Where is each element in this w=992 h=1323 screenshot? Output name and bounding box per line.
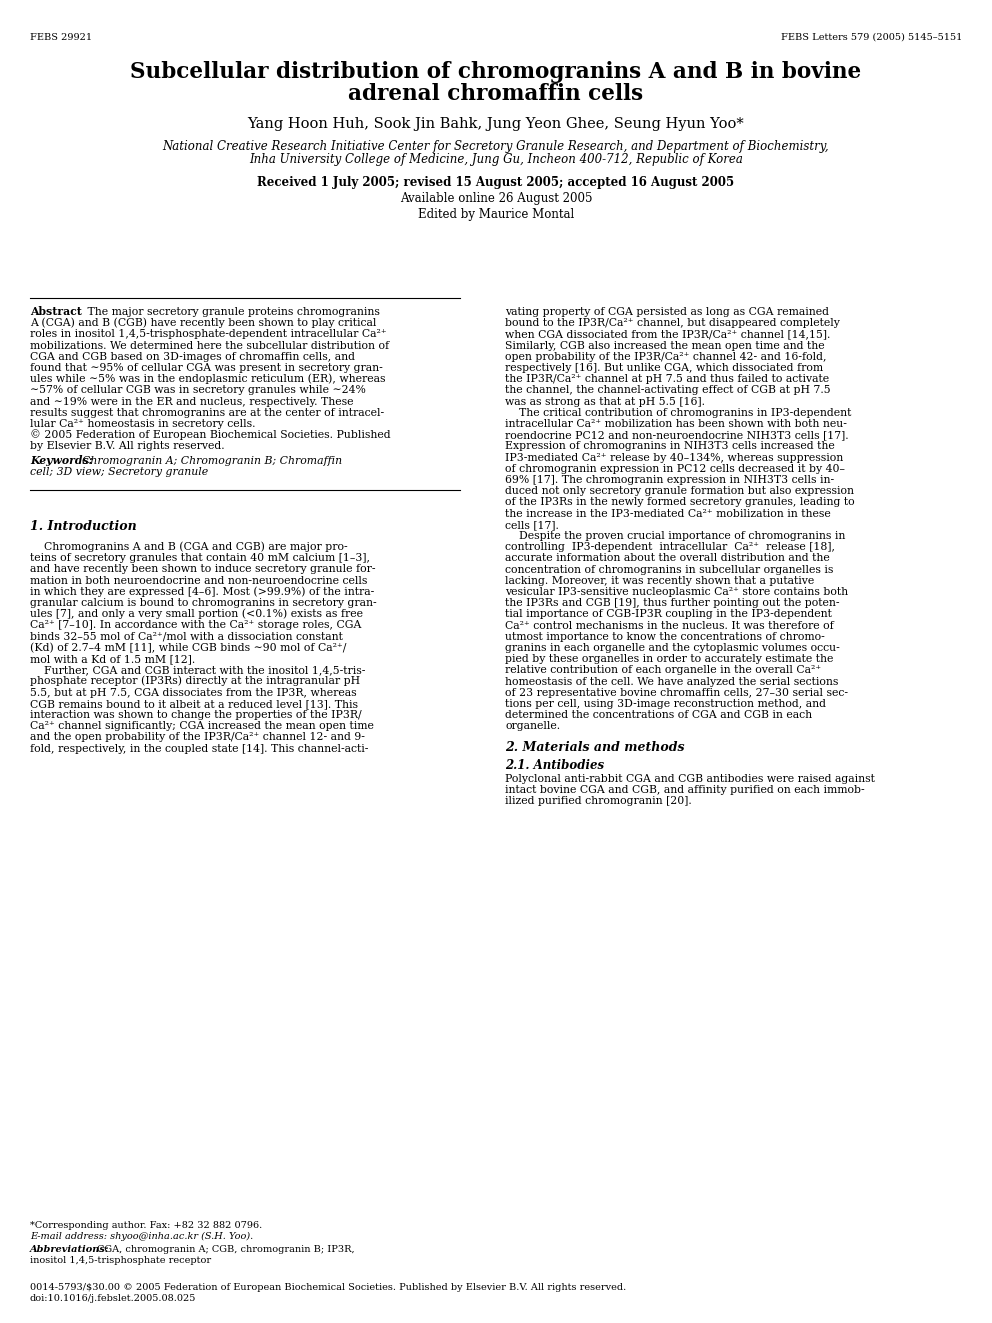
Text: ules while ∼5% was in the endoplasmic reticulum (ER), whereas: ules while ∼5% was in the endoplasmic re…: [30, 373, 386, 384]
Text: intracellular Ca²⁺ mobilization has been shown with both neu-: intracellular Ca²⁺ mobilization has been…: [505, 419, 847, 429]
Text: Ca²⁺ control mechanisms in the nucleus. It was therefore of: Ca²⁺ control mechanisms in the nucleus. …: [505, 620, 833, 631]
Text: organelle.: organelle.: [505, 721, 560, 732]
Text: Received 1 July 2005; revised 15 August 2005; accepted 16 August 2005: Received 1 July 2005; revised 15 August …: [258, 176, 734, 189]
Text: tions per cell, using 3D-image reconstruction method, and: tions per cell, using 3D-image reconstru…: [505, 699, 826, 709]
Text: ∼57% of cellular CGB was in secretory granules while ∼24%: ∼57% of cellular CGB was in secretory gr…: [30, 385, 366, 396]
Text: roendocrine PC12 and non-neuroendocrine NIH3T3 cells [17].: roendocrine PC12 and non-neuroendocrine …: [505, 430, 848, 441]
Text: Similarly, CGB also increased the mean open time and the: Similarly, CGB also increased the mean o…: [505, 340, 824, 351]
Text: CGA and CGB based on 3D-images of chromaffin cells, and: CGA and CGB based on 3D-images of chroma…: [30, 352, 355, 361]
Text: of chromogranin expression in PC12 cells decreased it by 40–: of chromogranin expression in PC12 cells…: [505, 464, 845, 474]
Text: the IP3R/Ca²⁺ channel at pH 7.5 and thus failed to activate: the IP3R/Ca²⁺ channel at pH 7.5 and thus…: [505, 374, 829, 384]
Text: CGA, chromogranin A; CGB, chromogranin B; IP3R,: CGA, chromogranin A; CGB, chromogranin B…: [97, 1245, 354, 1254]
Text: intact bovine CGA and CGB, and affinity purified on each immob-: intact bovine CGA and CGB, and affinity …: [505, 785, 865, 795]
Text: lular Ca²⁺ homeostasis in secretory cells.: lular Ca²⁺ homeostasis in secretory cell…: [30, 419, 256, 429]
Text: utmost importance to know the concentrations of chromo-: utmost importance to know the concentrat…: [505, 632, 824, 642]
Text: The major secretory granule proteins chromogranins: The major secretory granule proteins chr…: [77, 307, 380, 318]
Text: 1. Introduction: 1. Introduction: [30, 520, 137, 533]
Text: Expression of chromogranins in NIH3T3 cells increased the: Expression of chromogranins in NIH3T3 ce…: [505, 442, 834, 451]
Text: results suggest that chromogranins are at the center of intracel-: results suggest that chromogranins are a…: [30, 407, 384, 418]
Text: tial importance of CGB-IP3R coupling in the IP3-dependent: tial importance of CGB-IP3R coupling in …: [505, 610, 832, 619]
Text: and have recently been shown to induce secretory granule for-: and have recently been shown to induce s…: [30, 565, 376, 574]
Text: interaction was shown to change the properties of the IP3R/: interaction was shown to change the prop…: [30, 710, 362, 720]
Text: *Corresponding author. Fax: +82 32 882 0796.: *Corresponding author. Fax: +82 32 882 0…: [30, 1221, 262, 1230]
Text: respectively [16]. But unlike CGA, which dissociated from: respectively [16]. But unlike CGA, which…: [505, 363, 823, 373]
Text: by Elsevier B.V. All rights reserved.: by Elsevier B.V. All rights reserved.: [30, 442, 224, 451]
Text: when CGA dissociated from the IP3R/Ca²⁺ channel [14,15].: when CGA dissociated from the IP3R/Ca²⁺ …: [505, 329, 830, 340]
Text: CGB remains bound to it albeit at a reduced level [13]. This: CGB remains bound to it albeit at a redu…: [30, 699, 358, 709]
Text: adrenal chromaffin cells: adrenal chromaffin cells: [348, 83, 644, 105]
Text: © 2005 Federation of European Biochemical Societies. Published: © 2005 Federation of European Biochemica…: [30, 430, 391, 441]
Text: vesicular IP3-sensitive nucleoplasmic Ca²⁺ store contains both: vesicular IP3-sensitive nucleoplasmic Ca…: [505, 587, 848, 597]
Text: of 23 representative bovine chromaffin cells, 27–30 serial sec-: of 23 representative bovine chromaffin c…: [505, 688, 848, 697]
Text: Ca²⁺ [7–10]. In accordance with the Ca²⁺ storage roles, CGA: Ca²⁺ [7–10]. In accordance with the Ca²⁺…: [30, 620, 361, 630]
Text: cells [17].: cells [17].: [505, 520, 558, 529]
Text: pied by these organelles in order to accurately estimate the: pied by these organelles in order to acc…: [505, 654, 833, 664]
Text: (Kd) of 2.7–4 mM [11], while CGB binds ∼90 mol of Ca²⁺/: (Kd) of 2.7–4 mM [11], while CGB binds ∼…: [30, 643, 346, 652]
Text: doi:10.1016/j.febslet.2005.08.025: doi:10.1016/j.febslet.2005.08.025: [30, 1294, 196, 1303]
Text: Edited by Maurice Montal: Edited by Maurice Montal: [418, 208, 574, 221]
Text: Chromogranin A; Chromogranin B; Chromaffin: Chromogranin A; Chromogranin B; Chromaff…: [82, 455, 342, 466]
Text: 2. Materials and methods: 2. Materials and methods: [505, 741, 684, 754]
Text: was as strong as that at pH 5.5 [16].: was as strong as that at pH 5.5 [16].: [505, 397, 705, 406]
Text: the channel, the channel-activating effect of CGB at pH 7.5: the channel, the channel-activating effe…: [505, 385, 830, 396]
Text: of the IP3Rs in the newly formed secretory granules, leading to: of the IP3Rs in the newly formed secreto…: [505, 497, 855, 508]
Text: granular calcium is bound to chromogranins in secretory gran-: granular calcium is bound to chromograni…: [30, 598, 377, 609]
Text: The critical contribution of chromogranins in IP3-dependent: The critical contribution of chromograni…: [505, 407, 851, 418]
Text: ilized purified chromogranin [20].: ilized purified chromogranin [20].: [505, 796, 691, 806]
Text: Yang Hoon Huh, Sook Jin Bahk, Jung Yeon Ghee, Seung Hyun Yoo*: Yang Hoon Huh, Sook Jin Bahk, Jung Yeon …: [248, 116, 744, 131]
Text: the increase in the IP3-mediated Ca²⁺ mobilization in these: the increase in the IP3-mediated Ca²⁺ mo…: [505, 508, 830, 519]
Text: granins in each organelle and the cytoplasmic volumes occu-: granins in each organelle and the cytopl…: [505, 643, 840, 654]
Text: and the open probability of the IP3R/Ca²⁺ channel 12- and 9-: and the open probability of the IP3R/Ca²…: [30, 733, 365, 742]
Text: concentration of chromogranins in subcellular organelles is: concentration of chromogranins in subcel…: [505, 565, 833, 574]
Text: FEBS 29921: FEBS 29921: [30, 33, 92, 42]
Text: 2.1. Antibodies: 2.1. Antibodies: [505, 758, 604, 771]
Text: relative contribution of each organelle in the overall Ca²⁺: relative contribution of each organelle …: [505, 665, 821, 676]
Text: mation in both neuroendocrine and non-neuroendocrine cells: mation in both neuroendocrine and non-ne…: [30, 576, 367, 586]
Text: Further, CGA and CGB interact with the inositol 1,4,5-tris-: Further, CGA and CGB interact with the i…: [30, 665, 365, 675]
Text: teins of secretory granules that contain 40 mM calcium [1–3],: teins of secretory granules that contain…: [30, 553, 370, 564]
Text: in which they are expressed [4–6]. Most (>99.9%) of the intra-: in which they are expressed [4–6]. Most …: [30, 586, 374, 597]
Text: mobilizations. We determined here the subcellular distribution of: mobilizations. We determined here the su…: [30, 340, 389, 351]
Text: Abstract: Abstract: [30, 306, 82, 318]
Text: Inha University College of Medicine, Jung Gu, Incheon 400-712, Republic of Korea: Inha University College of Medicine, Jun…: [249, 153, 743, 165]
Text: and ∼19% were in the ER and nucleus, respectively. These: and ∼19% were in the ER and nucleus, res…: [30, 397, 353, 406]
Text: fold, respectively, in the coupled state [14]. This channel-acti-: fold, respectively, in the coupled state…: [30, 744, 368, 754]
Text: lacking. Moreover, it was recently shown that a putative: lacking. Moreover, it was recently shown…: [505, 576, 814, 586]
Text: Polyclonal anti-rabbit CGA and CGB antibodies were raised against: Polyclonal anti-rabbit CGA and CGB antib…: [505, 774, 875, 783]
Text: vating property of CGA persisted as long as CGA remained: vating property of CGA persisted as long…: [505, 307, 829, 318]
Text: inositol 1,4,5-trisphosphate receptor: inositol 1,4,5-trisphosphate receptor: [30, 1256, 211, 1265]
Text: 0014-5793/$30.00 © 2005 Federation of European Biochemical Societies. Published : 0014-5793/$30.00 © 2005 Federation of Eu…: [30, 1283, 626, 1293]
Text: the IP3Rs and CGB [19], thus further pointing out the poten-: the IP3Rs and CGB [19], thus further poi…: [505, 598, 839, 609]
Text: Subcellular distribution of chromogranins A and B in bovine: Subcellular distribution of chromogranin…: [130, 61, 862, 83]
Text: binds 32–55 mol of Ca²⁺/mol with a dissociation constant: binds 32–55 mol of Ca²⁺/mol with a disso…: [30, 631, 343, 642]
Text: E-mail address: shyoo@inha.ac.kr (S.H. Yoo).: E-mail address: shyoo@inha.ac.kr (S.H. Y…: [30, 1232, 253, 1241]
Text: cell; 3D view; Secretory granule: cell; 3D view; Secretory granule: [30, 467, 208, 476]
Text: phosphate receptor (IP3Rs) directly at the intragranular pH: phosphate receptor (IP3Rs) directly at t…: [30, 676, 360, 687]
Text: Available online 26 August 2005: Available online 26 August 2005: [400, 192, 592, 205]
Text: Abbreviations:: Abbreviations:: [30, 1245, 109, 1254]
Text: A (CGA) and B (CGB) have recently been shown to play critical: A (CGA) and B (CGB) have recently been s…: [30, 318, 376, 328]
Text: roles in inositol 1,4,5-trisphosphate-dependent intracellular Ca²⁺: roles in inositol 1,4,5-trisphosphate-de…: [30, 329, 387, 340]
Text: duced not only secretory granule formation but also expression: duced not only secretory granule formati…: [505, 486, 854, 496]
Text: Despite the proven crucial importance of chromogranins in: Despite the proven crucial importance of…: [505, 531, 845, 541]
Text: accurate information about the overall distribution and the: accurate information about the overall d…: [505, 553, 829, 564]
Text: Keywords:: Keywords:: [30, 455, 92, 466]
Text: controlling  IP3-dependent  intracellular  Ca²⁺  release [18],: controlling IP3-dependent intracellular …: [505, 542, 835, 552]
Text: ules [7], and only a very small portion (<0.1%) exists as free: ules [7], and only a very small portion …: [30, 609, 363, 619]
Text: found that ∼95% of cellular CGA was present in secretory gran-: found that ∼95% of cellular CGA was pres…: [30, 363, 383, 373]
Text: open probability of the IP3R/Ca²⁺ channel 42- and 16-fold,: open probability of the IP3R/Ca²⁺ channe…: [505, 352, 826, 361]
Text: 69% [17]. The chromogranin expression in NIH3T3 cells in-: 69% [17]. The chromogranin expression in…: [505, 475, 834, 486]
Text: FEBS Letters 579 (2005) 5145–5151: FEBS Letters 579 (2005) 5145–5151: [781, 33, 962, 42]
Text: IP3-mediated Ca²⁺ release by 40–134%, whereas suppression: IP3-mediated Ca²⁺ release by 40–134%, wh…: [505, 452, 843, 463]
Text: determined the concentrations of CGA and CGB in each: determined the concentrations of CGA and…: [505, 710, 812, 720]
Text: bound to the IP3R/Ca²⁺ channel, but disappeared completely: bound to the IP3R/Ca²⁺ channel, but disa…: [505, 319, 840, 328]
Text: 5.5, but at pH 7.5, CGA dissociates from the IP3R, whereas: 5.5, but at pH 7.5, CGA dissociates from…: [30, 688, 357, 697]
Text: Chromogranins A and B (CGA and CGB) are major pro-: Chromogranins A and B (CGA and CGB) are …: [30, 541, 347, 552]
Text: Ca²⁺ channel significantly; CGA increased the mean open time: Ca²⁺ channel significantly; CGA increase…: [30, 721, 374, 732]
Text: mol with a Kd of 1.5 mM [12].: mol with a Kd of 1.5 mM [12].: [30, 654, 195, 664]
Text: homeostasis of the cell. We have analyzed the serial sections: homeostasis of the cell. We have analyze…: [505, 676, 838, 687]
Text: National Creative Research Initiative Center for Secretory Granule Research, and: National Creative Research Initiative Ce…: [163, 140, 829, 153]
